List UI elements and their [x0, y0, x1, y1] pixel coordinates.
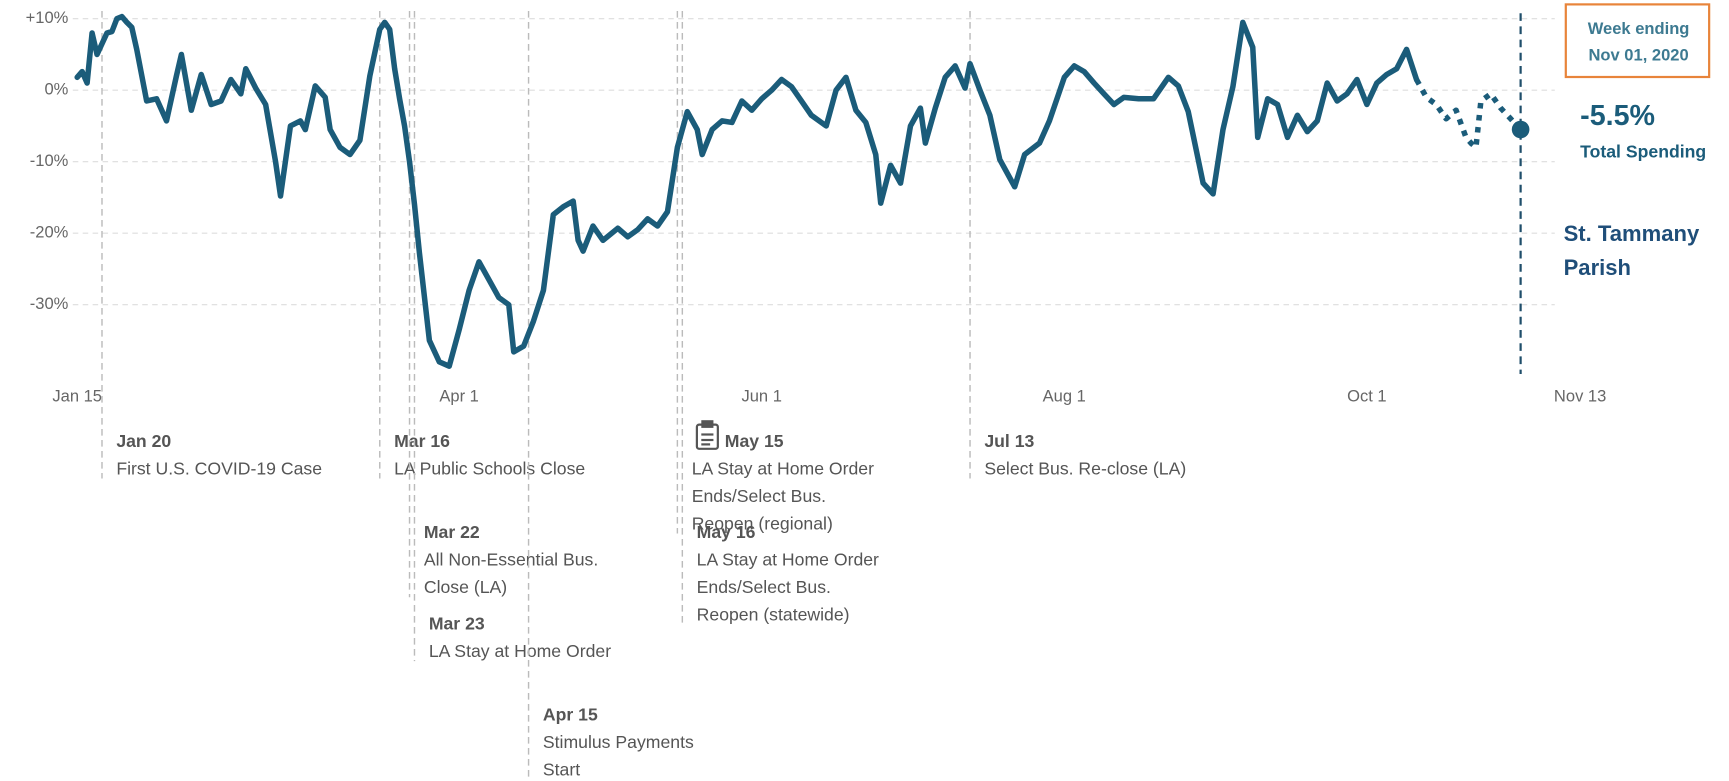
- event-text: Ends/Select Bus.: [697, 577, 831, 597]
- event-date: Apr 15: [543, 705, 598, 725]
- event-text: Start: [543, 760, 580, 780]
- end-point: [1511, 120, 1530, 139]
- y-tick-label: -30%: [30, 294, 69, 313]
- x-tick-label: Aug 1: [1043, 386, 1086, 405]
- series-name: Total Spending: [1580, 142, 1706, 162]
- event-text: LA Stay at Home Order: [692, 458, 874, 478]
- x-tick-label: Nov 13: [1554, 386, 1606, 405]
- line-dotted: [1414, 78, 1523, 151]
- event-text: First U.S. COVID-19 Case: [116, 458, 322, 478]
- region-label: St. Tammany Parish: [1563, 222, 1700, 281]
- event-text: Stimulus Payments: [543, 732, 694, 752]
- x-tick-label: Oct 1: [1347, 386, 1387, 405]
- event-date: Jan 20: [116, 431, 171, 451]
- event-date: Mar 16: [394, 431, 450, 451]
- y-tick-label: -20%: [30, 223, 69, 242]
- clipboard-icon: [695, 420, 719, 450]
- x-tick-label: Jan 15: [52, 386, 102, 405]
- event-text: LA Stay at Home Order: [697, 550, 879, 570]
- event-date: Jul 13: [984, 431, 1034, 451]
- event-text: All Non-Essential Bus.: [424, 550, 598, 570]
- week-date: Nov 01, 2020: [1588, 45, 1688, 64]
- event-date: Mar 23: [429, 613, 485, 633]
- line-solid: [74, 13, 1420, 369]
- event-date: May 16: [697, 522, 756, 542]
- event-text: LA Public Schools Close: [394, 458, 585, 478]
- y-tick-label: +10%: [26, 8, 69, 27]
- event-text: Close (LA): [424, 577, 507, 597]
- week-label: Week ending: [1588, 19, 1690, 38]
- event-text: LA Stay at Home Order: [429, 641, 611, 661]
- end-value-label: -5.5%: [1580, 100, 1655, 132]
- event-text: Reopen (regional): [692, 513, 833, 533]
- event-date: Mar 22: [424, 522, 480, 542]
- event-text: Reopen (statewide): [697, 605, 850, 625]
- y-tick-label: 0%: [44, 80, 68, 99]
- event-date: May 15: [725, 431, 784, 451]
- y-tick-label: -10%: [30, 151, 69, 170]
- event-text: Ends/Select Bus.: [692, 486, 826, 506]
- x-tick-label: Jun 1: [741, 386, 781, 405]
- event-text: Select Bus. Re-close (LA): [984, 458, 1186, 478]
- x-tick-label: Apr 1: [439, 386, 479, 405]
- week-box: [1564, 3, 1711, 79]
- region-box: St. Tammany Parish: [1563, 222, 1700, 281]
